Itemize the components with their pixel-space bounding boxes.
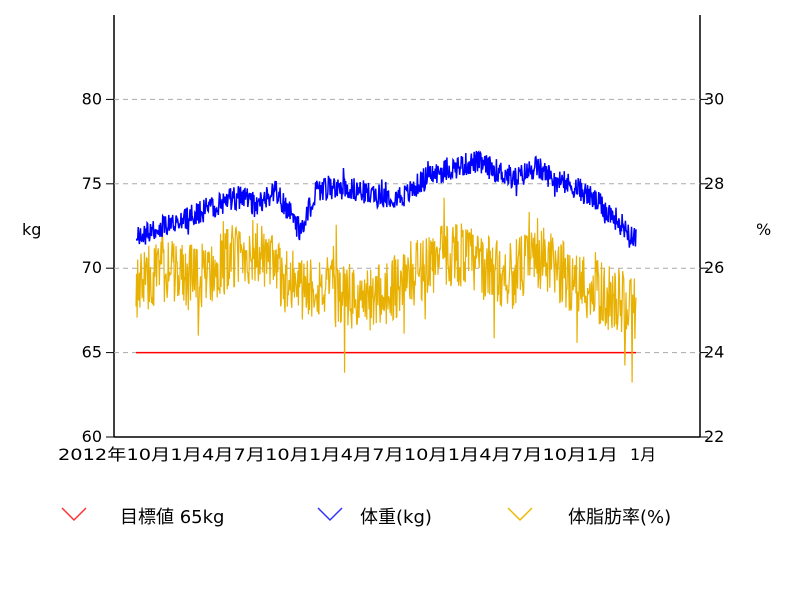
body-fat-line — [135, 197, 637, 383]
left-tick-label: 65 — [82, 343, 102, 362]
legend-target-label: 目標値 65kg — [120, 507, 224, 528]
left-tick-label: 70 — [82, 258, 102, 277]
x-tick-last: 1月 — [630, 445, 656, 464]
legend-fat-icon — [507, 507, 533, 522]
weight-line — [135, 150, 637, 248]
body-fat-series — [135, 197, 637, 383]
legend-target-icon — [61, 507, 87, 522]
right-axis-title: % — [756, 220, 771, 239]
legend-weight-label: 体重(kg) — [360, 507, 432, 528]
right-tick-label: 30 — [704, 89, 724, 108]
right-tick-label: 28 — [704, 174, 724, 193]
left-axis-title: kg — [22, 220, 41, 239]
left-tick-label: 80 — [82, 89, 102, 108]
right-ticks: 22 24 26 28 30 — [700, 89, 724, 446]
legend-fat-label: 体脂肪率(%) — [568, 507, 671, 528]
right-tick-label: 24 — [704, 343, 724, 362]
right-tick-label: 22 — [704, 427, 724, 446]
left-tick-label: 60 — [82, 427, 102, 446]
left-ticks: 60 65 70 75 80 — [82, 89, 114, 446]
x-tick-labels: 2012年10月1月4月7月10月1月4月7月10月1月4月7月10月1月 — [58, 445, 618, 464]
right-tick-label: 26 — [704, 258, 724, 277]
legend-weight-icon — [317, 507, 343, 522]
legend: 目標値 65kg 体重(kg) 体脂肪率(%) — [61, 507, 671, 528]
left-tick-label: 75 — [82, 174, 102, 193]
weight-series — [135, 150, 637, 248]
